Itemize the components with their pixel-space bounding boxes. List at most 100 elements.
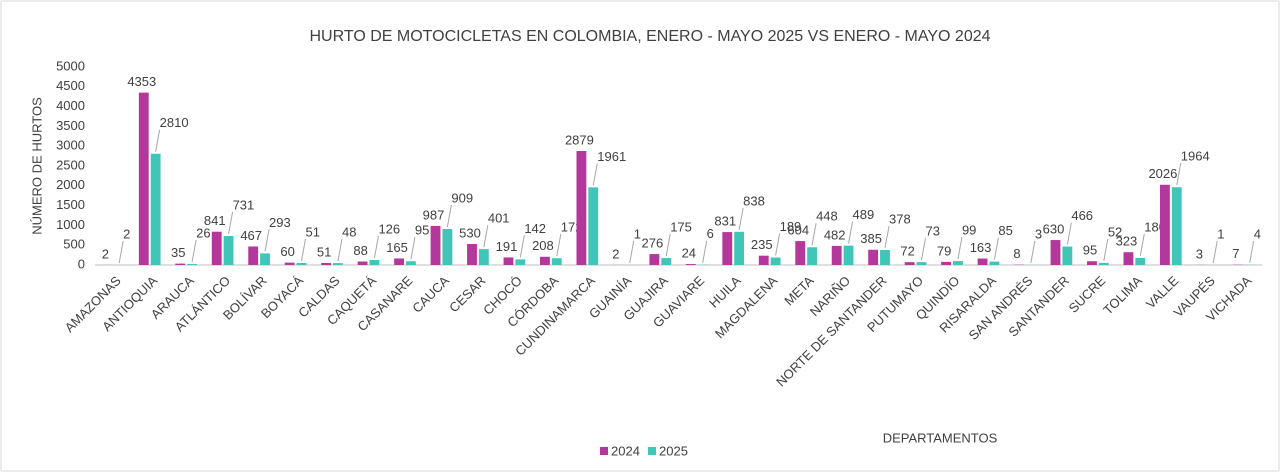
- data-label: 48: [342, 225, 356, 240]
- bar: [1087, 261, 1097, 265]
- data-label: 88: [353, 243, 367, 258]
- data-label: 126: [378, 221, 400, 236]
- data-label: 2: [102, 246, 109, 261]
- bar: [831, 245, 842, 265]
- leader-line: [993, 237, 999, 260]
- data-label: 52: [1108, 224, 1122, 239]
- bar: [296, 262, 307, 265]
- leader-line: [337, 239, 343, 262]
- leader-line: [1176, 163, 1182, 186]
- bar: [357, 261, 368, 265]
- bar: [540, 256, 550, 265]
- data-label: 95: [1083, 243, 1097, 258]
- data-label: 2026: [1148, 166, 1177, 181]
- bar: [904, 262, 915, 265]
- data-label: 2: [123, 226, 130, 241]
- data-label: 841: [204, 213, 226, 228]
- bar: [333, 263, 343, 265]
- bar: [770, 257, 781, 265]
- bar: [1098, 262, 1109, 265]
- data-label: 26: [196, 225, 210, 240]
- data-label: 99: [962, 223, 976, 238]
- bar: [977, 258, 988, 265]
- data-label: 378: [889, 211, 911, 226]
- bar: [1171, 187, 1182, 265]
- data-label: 142: [524, 221, 546, 236]
- data-label: 1: [634, 226, 641, 241]
- bar: [843, 245, 854, 265]
- bar: [880, 250, 890, 265]
- bar: [649, 254, 660, 265]
- bar: [321, 262, 332, 265]
- data-label: 838: [743, 193, 765, 208]
- leader-line: [373, 235, 379, 259]
- bar: [248, 246, 259, 265]
- bar: [223, 236, 234, 265]
- data-label: 482: [824, 227, 846, 242]
- leader-line: [665, 233, 671, 257]
- leader-line: [556, 234, 562, 257]
- leader-line: [155, 129, 161, 152]
- data-label: 73: [925, 224, 939, 239]
- leader-line: [1066, 222, 1072, 245]
- data-label: 831: [714, 214, 736, 229]
- bar: [442, 229, 453, 265]
- data-label: 175: [670, 220, 692, 235]
- data-label: 85: [998, 223, 1012, 238]
- leader-line: [1212, 240, 1218, 264]
- data-label: 385: [860, 231, 882, 246]
- bar: [478, 249, 489, 265]
- data-label: 731: [233, 197, 255, 212]
- chart-title: HURTO DE MOTOCICLETAS EN COLOMBIA, ENERO…: [309, 28, 990, 45]
- y-axis-title: NÚMERO DE HURTOS: [29, 97, 44, 235]
- data-label: 4: [1254, 226, 1261, 241]
- data-label: 2879: [565, 132, 594, 147]
- y-tick-label: 4500: [56, 78, 85, 93]
- data-label: 1961: [597, 149, 626, 164]
- y-tick-label: 2500: [56, 157, 85, 172]
- bar: [1135, 257, 1146, 265]
- x-axis-title: DEPARTAMENTOS: [883, 430, 998, 445]
- leader-line: [884, 225, 890, 249]
- leader-line: [446, 204, 452, 228]
- bar: [187, 263, 198, 265]
- bar: [138, 92, 149, 265]
- bar: [734, 231, 745, 265]
- leader-line: [775, 233, 781, 256]
- data-label: 3: [1035, 226, 1042, 241]
- bar: [722, 232, 733, 265]
- bar: [758, 255, 769, 265]
- data-label: 165: [386, 240, 408, 255]
- data-label: 3: [1196, 246, 1203, 261]
- bar: [405, 261, 416, 265]
- bar: [150, 153, 161, 265]
- bar: [685, 264, 696, 265]
- data-label: 79: [937, 243, 951, 258]
- bar: [1159, 184, 1170, 265]
- data-label: 60: [280, 244, 294, 259]
- data-label: 163: [970, 240, 992, 255]
- leader-line: [228, 211, 234, 235]
- leader-line: [592, 163, 598, 186]
- y-tick-label: 3000: [56, 138, 85, 153]
- leader-line: [264, 229, 270, 252]
- y-tick-label: 5000: [56, 58, 85, 73]
- legend-swatch: [600, 447, 608, 455]
- data-label: 467: [240, 228, 262, 243]
- data-label: 72: [900, 244, 914, 259]
- leader-line: [702, 240, 708, 263]
- bar: [1123, 252, 1134, 265]
- legend-label: 2025: [659, 443, 688, 458]
- bar: [588, 187, 599, 265]
- data-label: 987: [423, 207, 445, 222]
- data-label: 208: [532, 238, 554, 253]
- leader-line: [1139, 233, 1145, 256]
- y-tick-label: 1500: [56, 197, 85, 212]
- data-label: 189: [780, 219, 802, 234]
- leader-line: [1103, 238, 1109, 262]
- data-label: 8: [1013, 246, 1020, 261]
- leader-line: [118, 240, 124, 264]
- leader-line: [811, 223, 817, 246]
- leader-line: [301, 238, 306, 262]
